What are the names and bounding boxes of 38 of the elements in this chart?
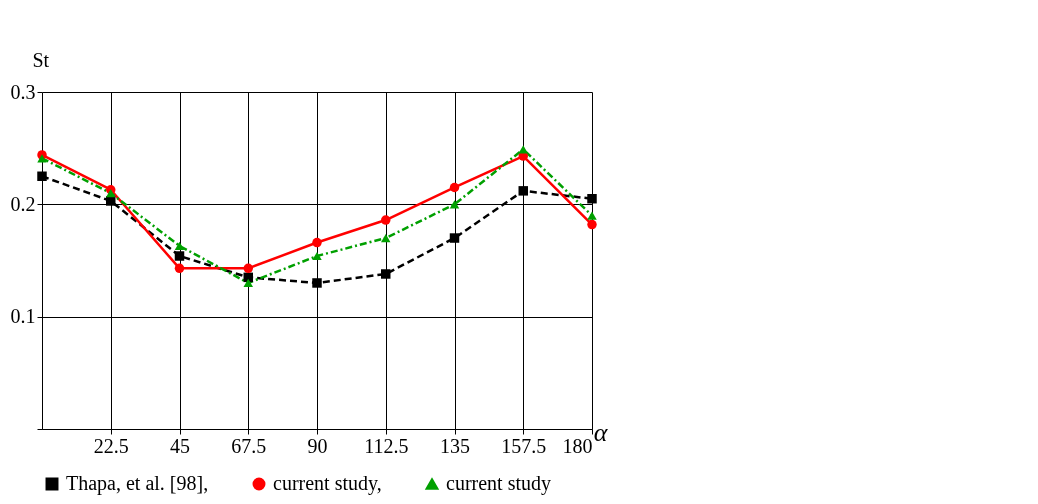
x-tick-label: 45 (170, 434, 190, 457)
point (587, 193, 597, 204)
x-tick-label: 90 (307, 434, 328, 457)
point (106, 196, 116, 206)
x-tick-label: 180 (562, 434, 593, 457)
point (381, 215, 391, 225)
point (518, 186, 528, 196)
y-tick-label: 0.1 (10, 305, 36, 328)
point (312, 278, 322, 288)
x-tick-label: 67.5 (231, 434, 267, 457)
x-tick-label: 157.5 (501, 434, 547, 457)
point (449, 200, 460, 209)
point (381, 269, 391, 279)
x-axis-title: α (593, 417, 609, 447)
point (174, 263, 185, 274)
y-tick-label: 0.3 (10, 80, 36, 103)
point (449, 182, 460, 193)
point (174, 251, 185, 261)
x-tick-label: 112.5 (364, 434, 409, 457)
legend-label: current study, (273, 472, 382, 495)
point (243, 263, 253, 274)
x-tick-label: 22.5 (93, 434, 129, 457)
legend-label: current study (446, 472, 551, 495)
y-axis-title: St (32, 48, 50, 71)
point (312, 237, 322, 248)
point (243, 278, 253, 288)
point (37, 154, 47, 163)
point (587, 219, 597, 230)
point (587, 211, 597, 220)
point (381, 233, 391, 243)
y-tick-label: 0.2 (10, 192, 36, 215)
point (449, 233, 460, 243)
point (37, 171, 47, 181)
legend-label: Thapa, et al. [98], (66, 472, 209, 495)
point (518, 145, 528, 154)
point (174, 241, 185, 250)
x-tick-label: 135 (440, 434, 470, 457)
point (312, 251, 322, 261)
